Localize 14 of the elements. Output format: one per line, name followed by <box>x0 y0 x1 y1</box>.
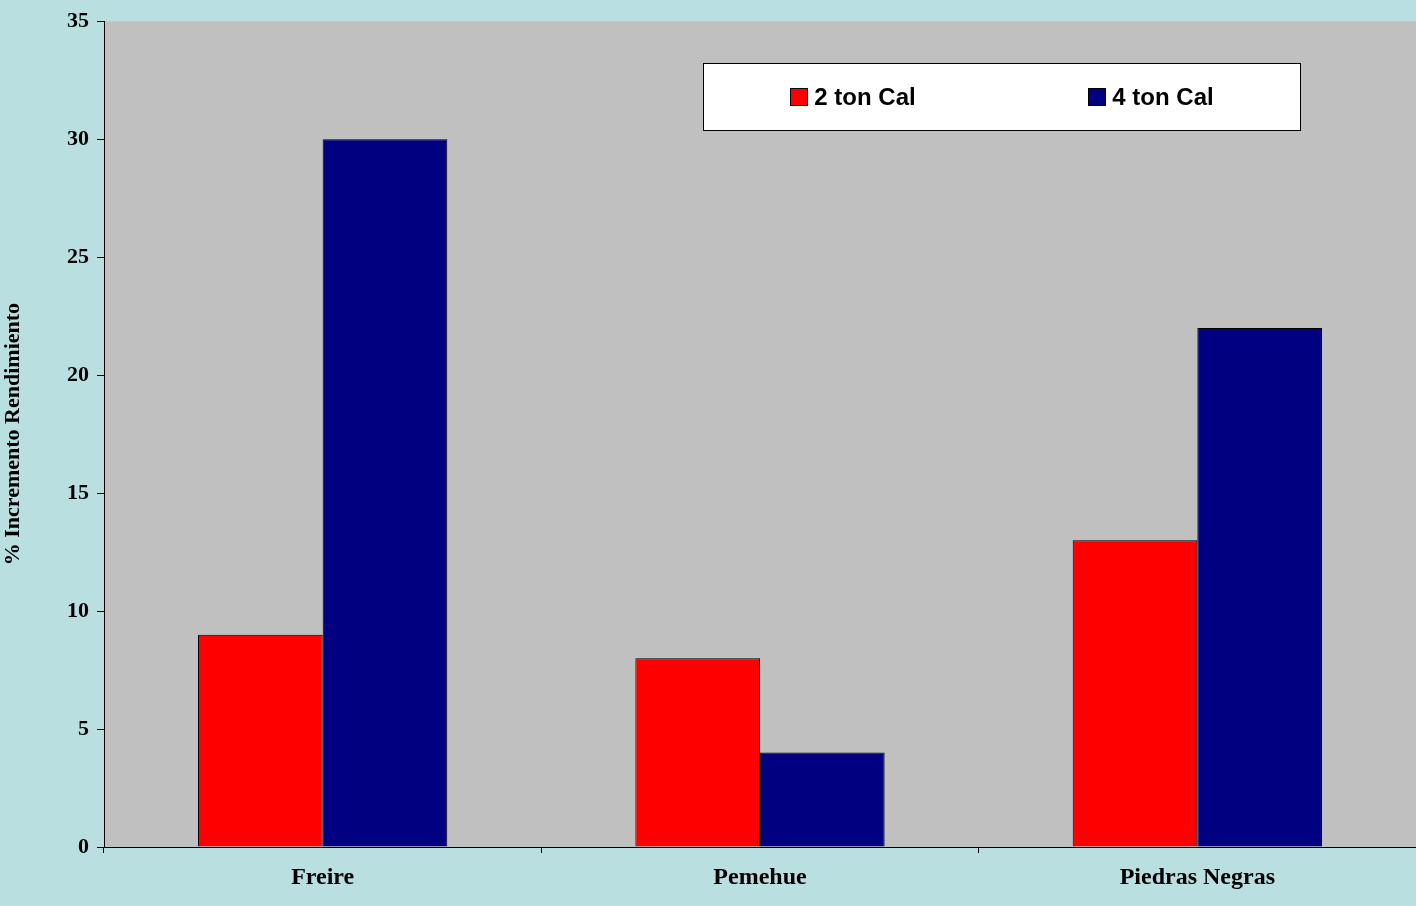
x-tick-label: Piedras Negras <box>1119 862 1275 889</box>
x-tick-label: Freire <box>291 862 355 889</box>
y-axis-title: % Incremento Rendimiento <box>0 302 24 566</box>
y-tick-label: 5 <box>78 714 89 740</box>
y-tick-label: 10 <box>67 596 89 622</box>
legend-label: 2 ton Cal <box>814 83 916 111</box>
x-tick-label: Pemehue <box>713 862 807 889</box>
legend-label: 4 ton Cal <box>1112 83 1214 111</box>
y-tick-label: 20 <box>67 360 89 386</box>
y-tick-label: 30 <box>67 124 89 150</box>
y-tick-label: 25 <box>67 242 89 268</box>
y-tick-label: 0 <box>78 832 89 858</box>
y-tick-label: 35 <box>67 6 89 32</box>
y-tick-label: 15 <box>67 478 89 504</box>
